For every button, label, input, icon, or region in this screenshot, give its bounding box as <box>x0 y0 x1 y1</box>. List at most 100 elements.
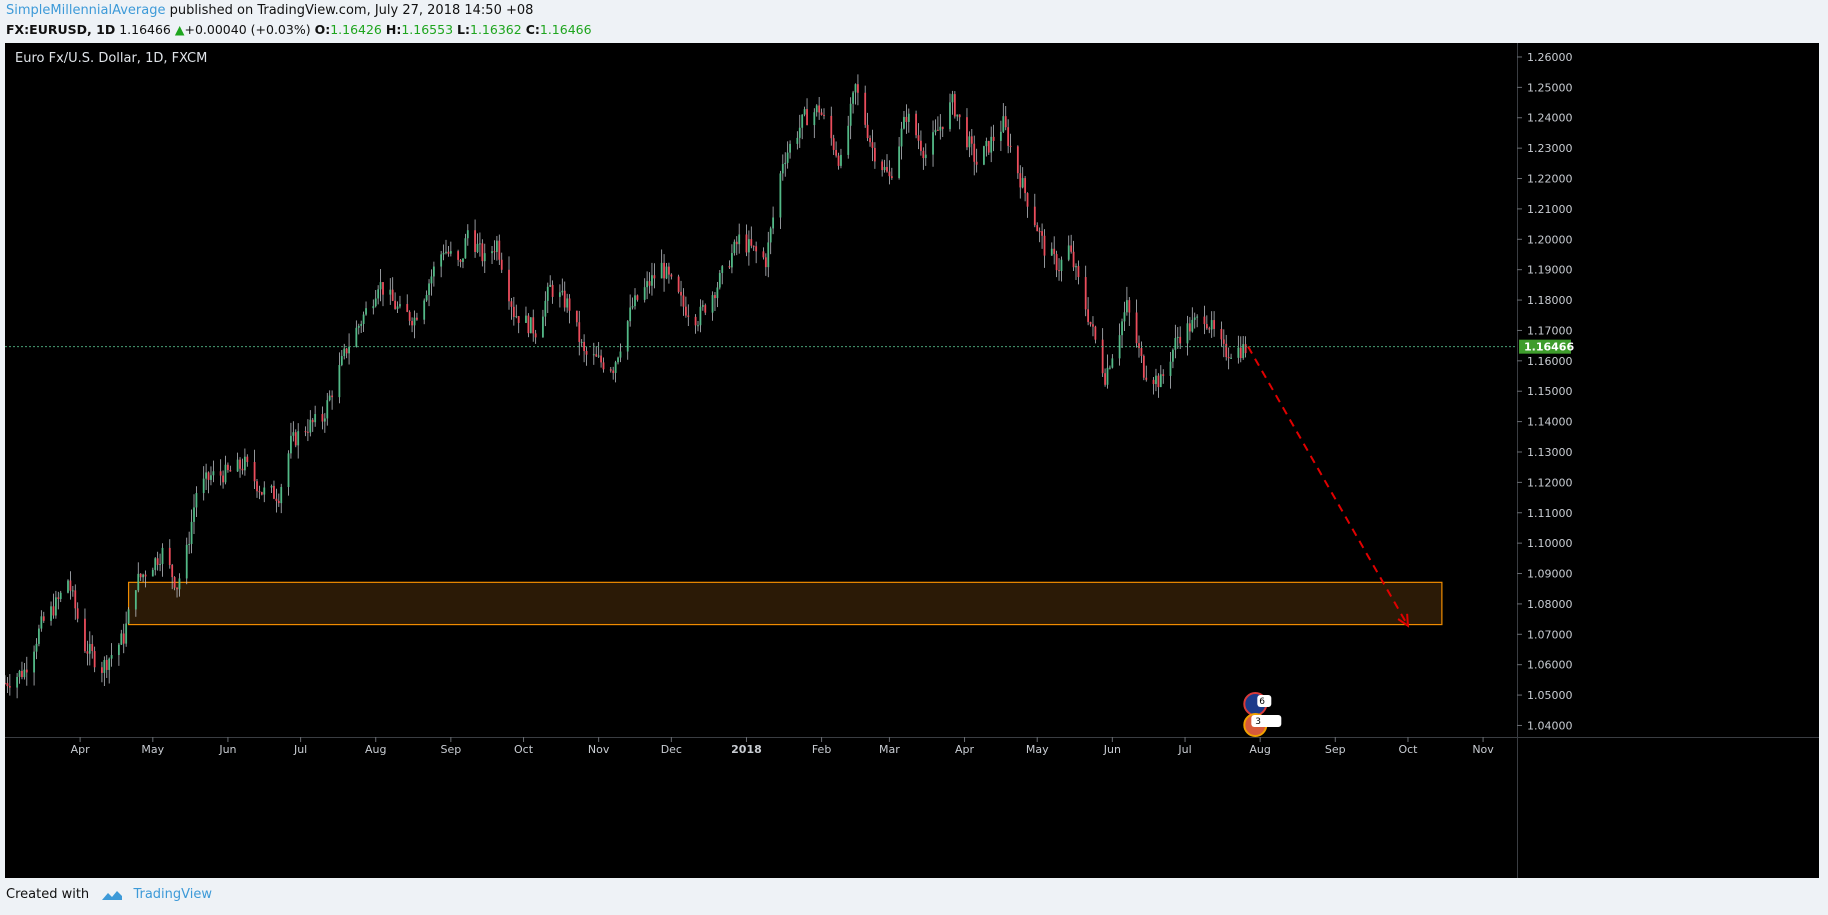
candle-body <box>440 254 443 267</box>
candle-body <box>1060 259 1063 271</box>
candle-body <box>840 154 842 166</box>
candle-body <box>680 291 682 296</box>
candle-body <box>670 274 673 277</box>
candle-body <box>718 272 721 288</box>
candle-body <box>1111 358 1114 368</box>
candle-body <box>224 464 227 483</box>
candle-body <box>796 137 799 144</box>
y-tick-label: 1.09000 <box>1527 568 1573 581</box>
candle-body <box>1213 320 1216 329</box>
candle-body <box>67 580 69 593</box>
close-label: C: <box>525 22 540 37</box>
candle-body <box>999 131 1002 141</box>
candle-body <box>309 419 312 433</box>
candle-body <box>144 574 147 577</box>
candlestick-chart[interactable]: 1.26000 1.25000 1.24000 1.23000 1.22000 1.210… <box>5 43 1819 878</box>
candle-body <box>617 357 619 363</box>
candle-body <box>263 487 266 495</box>
candle-body <box>445 251 447 253</box>
candle-body <box>495 240 498 252</box>
candle-body <box>1196 316 1199 318</box>
candle-body <box>949 102 951 130</box>
low-value: 1.16362 <box>470 22 522 37</box>
author-link[interactable]: SimpleMillennialAverage <box>6 3 166 18</box>
candle-body <box>277 500 280 504</box>
candle-body <box>297 431 300 446</box>
candle-body <box>886 166 888 172</box>
candle-body <box>59 592 62 599</box>
candle-body <box>704 305 707 313</box>
candle-body <box>953 94 956 117</box>
tradingview-link[interactable]: TradingView <box>133 887 212 902</box>
candle-body <box>239 459 241 469</box>
candle-body <box>159 563 161 565</box>
candle-body <box>101 667 103 673</box>
candle-body <box>428 283 430 295</box>
candle-body <box>677 276 680 292</box>
candle-body <box>1140 348 1143 357</box>
candle-body <box>798 127 801 138</box>
candle-body <box>270 485 273 488</box>
candle-body <box>1101 339 1104 374</box>
candle-body <box>176 587 178 590</box>
candle-body <box>311 419 314 423</box>
candle-body <box>1070 245 1073 252</box>
candle-body <box>161 547 164 564</box>
y-tick-label: 1.25000 <box>1527 81 1573 94</box>
candle-body <box>983 146 985 165</box>
candle-body <box>273 485 275 499</box>
candle-body <box>1174 338 1177 350</box>
candle-body <box>222 475 224 483</box>
candle-body <box>815 105 818 113</box>
candle-body <box>1128 300 1131 313</box>
candle-body <box>423 300 426 320</box>
candle-body <box>287 453 290 488</box>
candle-body <box>447 251 450 254</box>
candle-body <box>932 132 934 155</box>
candle-body <box>93 651 96 668</box>
chart-area[interactable]: 1.26000 1.25000 1.24000 1.23000 1.22000 1.210… <box>5 43 1819 878</box>
candle-body <box>660 262 663 279</box>
candle-body <box>382 282 384 295</box>
candle-body <box>357 325 360 328</box>
candle-body <box>752 245 755 247</box>
candle-body <box>1186 323 1189 344</box>
candle-body <box>941 126 944 130</box>
candle-body <box>246 456 249 463</box>
candle-body <box>711 295 714 313</box>
candle-body <box>227 464 229 471</box>
y-tick-label: 1.17000 <box>1527 324 1573 337</box>
candle-body <box>481 243 484 262</box>
open-value: 1.16426 <box>330 22 382 37</box>
candle-body <box>457 251 460 260</box>
candle-body <box>42 616 45 621</box>
open-label: O: <box>314 22 331 37</box>
x-tick-label: Sep <box>440 743 461 756</box>
candle-body <box>304 431 307 433</box>
candle-body <box>750 239 753 246</box>
candle-body <box>372 306 375 309</box>
candle-body <box>219 471 222 476</box>
candle-body <box>542 316 544 338</box>
candle-body <box>990 136 993 153</box>
candle-body <box>137 573 140 591</box>
candle-body <box>592 354 595 356</box>
candle-body <box>212 471 215 476</box>
candle-body <box>120 633 123 645</box>
candle-body <box>772 217 775 229</box>
y-tick-label: 1.24000 <box>1527 112 1573 125</box>
candle-body <box>195 493 198 508</box>
candle-body <box>413 317 416 326</box>
candle-body <box>648 281 651 286</box>
candle-body <box>1072 251 1075 268</box>
candle-body <box>1205 324 1208 329</box>
candle-body <box>747 239 750 253</box>
candle-body <box>832 138 835 150</box>
candle-body <box>275 498 278 501</box>
candle-body <box>71 590 74 592</box>
candle-body <box>682 295 685 307</box>
x-tick-label: Nov <box>1472 743 1494 756</box>
candle-body <box>939 126 942 131</box>
candle-body <box>331 395 334 398</box>
close-value: 1.16466 <box>539 22 592 37</box>
